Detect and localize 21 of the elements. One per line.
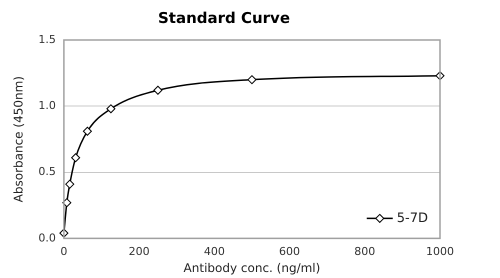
point [247, 75, 256, 84]
y-tick-label: 1.5 [38, 32, 56, 46]
y-tick-label: 0.5 [38, 165, 56, 178]
x-tick-label: 200 [128, 244, 150, 258]
y-tick-label: 1.0 [38, 98, 56, 112]
x-axis-title: Antibody conc. (ng/ml) [184, 260, 320, 275]
x-tick-label: 0 [60, 244, 68, 258]
x-tick-label: 1000 [426, 244, 454, 258]
point [65, 180, 74, 189]
point [71, 153, 80, 162]
y-tick-label: 0.0 [38, 231, 56, 244]
x-tick-label: 800 [354, 244, 376, 258]
y-axis-title: Absorbance (450nm) [11, 76, 26, 202]
legend-label: 5-7D [396, 210, 428, 226]
x-tick-label: 400 [204, 244, 225, 258]
chart-title: Standard Curve [158, 8, 290, 27]
x-tick-label: 600 [279, 244, 300, 258]
point [153, 86, 162, 95]
point [106, 104, 116, 114]
point [62, 198, 72, 208]
point [82, 126, 92, 136]
